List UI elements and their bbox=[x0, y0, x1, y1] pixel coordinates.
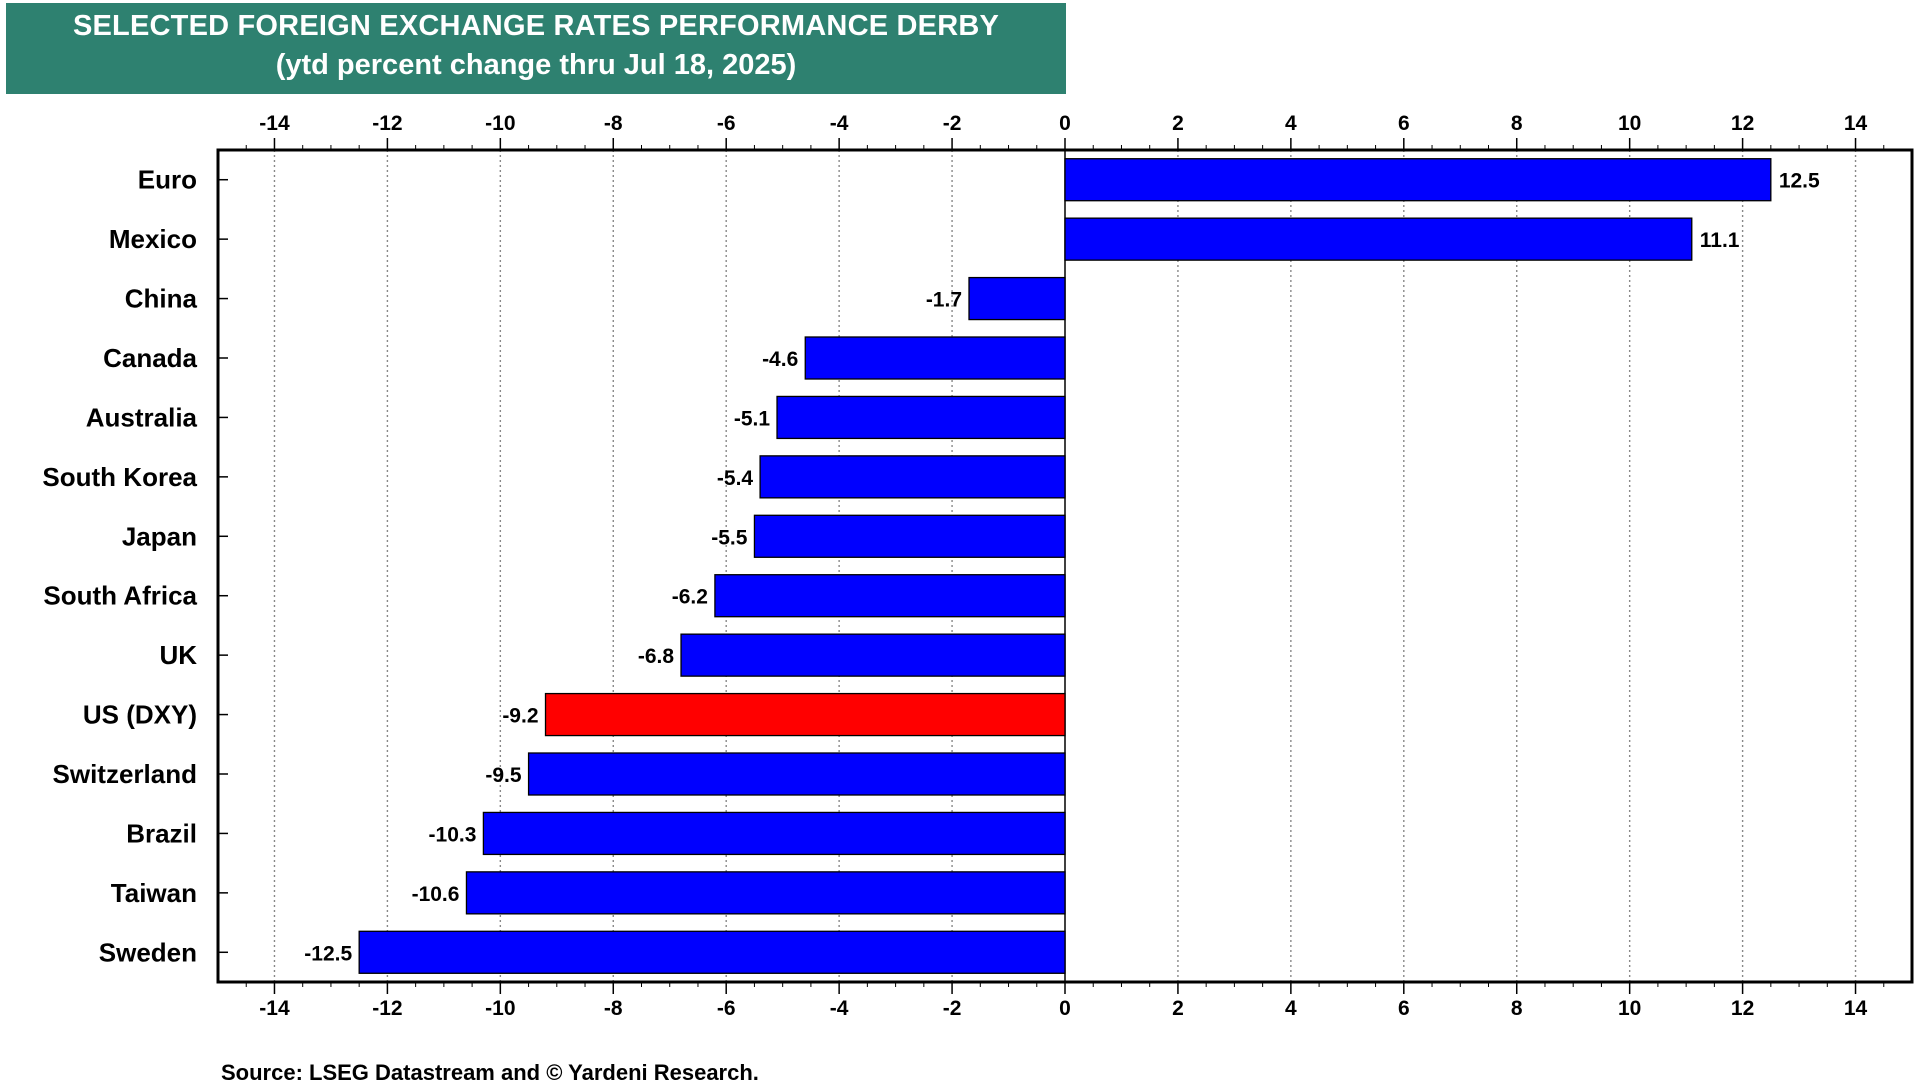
x-tick-label-top: -8 bbox=[604, 112, 623, 135]
x-tick-label-bottom: -14 bbox=[259, 997, 290, 1020]
bar bbox=[358, 930, 1066, 974]
chart-subtitle: (ytd percent change thru Jul 18, 2025) bbox=[275, 49, 797, 81]
data-label: 12.5 bbox=[1779, 170, 1820, 193]
x-tick-label-top: -10 bbox=[485, 112, 515, 135]
category-label: Brazil bbox=[126, 818, 197, 848]
x-tick-label-bottom: -8 bbox=[604, 997, 623, 1020]
x-tick-label-bottom: 14 bbox=[1844, 997, 1868, 1020]
data-label: -6.2 bbox=[672, 586, 708, 609]
category-label: Taiwan bbox=[111, 878, 197, 908]
data-label: -5.1 bbox=[734, 407, 771, 430]
plot-frame bbox=[216, 148, 1914, 984]
x-tick-label-top: -2 bbox=[943, 112, 962, 135]
data-label: -12.5 bbox=[304, 942, 352, 965]
data-label: -9.5 bbox=[485, 764, 522, 787]
source-note: Source: LSEG Datastream and © Yardeni Re… bbox=[221, 1060, 759, 1085]
x-tick-label-top: -4 bbox=[830, 112, 849, 135]
category-label: China bbox=[125, 284, 198, 314]
x-tick-label-bottom: 2 bbox=[1172, 997, 1184, 1020]
chart-title: SELECTED FOREIGN EXCHANGE RATES PERFORMA… bbox=[72, 10, 1000, 42]
x-tick-label-bottom: 0 bbox=[1059, 997, 1071, 1020]
data-label: -9.2 bbox=[502, 705, 538, 728]
bar bbox=[465, 871, 1066, 915]
x-tick-label-bottom: -4 bbox=[830, 997, 849, 1020]
bar bbox=[1064, 217, 1693, 261]
data-label: -10.6 bbox=[412, 883, 460, 906]
bar bbox=[968, 276, 1066, 321]
x-tick-label-top: 12 bbox=[1731, 112, 1754, 135]
x-tick-label-bottom: 8 bbox=[1511, 997, 1523, 1020]
category-label: Sweden bbox=[99, 937, 197, 967]
category-label: US (DXY) bbox=[83, 700, 197, 730]
category-label: Switzerland bbox=[53, 759, 197, 789]
bar bbox=[544, 692, 1066, 737]
category-label: Japan bbox=[122, 521, 197, 551]
x-tick-label-top: 14 bbox=[1844, 112, 1868, 135]
x-tick-label-bottom: 6 bbox=[1398, 997, 1410, 1020]
x-tick-label-top: -6 bbox=[717, 112, 736, 135]
bar bbox=[482, 811, 1066, 856]
x-tick-label-top: -12 bbox=[372, 112, 402, 135]
data-label: -5.5 bbox=[711, 526, 748, 549]
bar bbox=[804, 336, 1066, 380]
x-tick-label-bottom: 12 bbox=[1731, 997, 1754, 1020]
category-label: South Korea bbox=[42, 462, 197, 492]
x-tick-label-top: 8 bbox=[1511, 112, 1523, 135]
data-label: -1.7 bbox=[926, 289, 962, 312]
x-tick-label-bottom: -6 bbox=[717, 997, 736, 1020]
x-tick-label-bottom: -2 bbox=[943, 997, 962, 1020]
bar bbox=[714, 574, 1066, 618]
data-label: -6.8 bbox=[638, 645, 675, 668]
data-label: -5.4 bbox=[717, 467, 754, 490]
category-label: Mexico bbox=[109, 224, 197, 254]
x-tick-label-bottom: -10 bbox=[485, 997, 515, 1020]
bar bbox=[759, 455, 1066, 499]
data-label: 11.1 bbox=[1700, 229, 1740, 252]
x-tick-label-top: -14 bbox=[259, 112, 290, 135]
category-label: South Africa bbox=[43, 581, 197, 611]
x-tick-label-top: 6 bbox=[1398, 112, 1410, 135]
bar bbox=[1064, 158, 1772, 202]
bar bbox=[776, 395, 1066, 440]
category-label: Canada bbox=[103, 343, 197, 373]
category-label: UK bbox=[159, 640, 197, 670]
x-tick-label-top: 10 bbox=[1618, 112, 1641, 135]
x-tick-label-top: 2 bbox=[1172, 112, 1184, 135]
x-tick-label-bottom: -12 bbox=[372, 997, 402, 1020]
x-tick-label-bottom: 4 bbox=[1285, 997, 1297, 1020]
category-label: Australia bbox=[86, 402, 198, 432]
bar bbox=[680, 633, 1066, 677]
data-label: -10.3 bbox=[429, 823, 477, 846]
x-tick-label-top: 4 bbox=[1285, 112, 1297, 135]
bar bbox=[527, 752, 1066, 796]
category-label: Euro bbox=[138, 165, 197, 195]
data-label: -4.6 bbox=[762, 348, 798, 371]
x-tick-label-bottom: 10 bbox=[1618, 997, 1641, 1020]
bar bbox=[753, 514, 1066, 558]
x-tick-label-top: 0 bbox=[1059, 112, 1071, 135]
title-banner: SELECTED FOREIGN EXCHANGE RATES PERFORMA… bbox=[6, 3, 1066, 94]
